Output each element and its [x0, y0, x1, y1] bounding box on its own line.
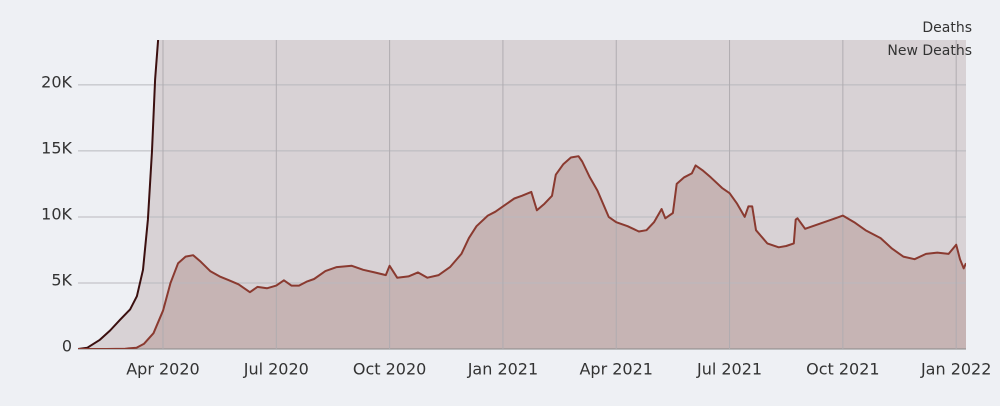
- plot-lines: [78, 40, 966, 349]
- x-tick-label: Oct 2021: [806, 360, 879, 379]
- x-tick-label: Apr 2020: [126, 360, 199, 379]
- y-tick-label: 15K: [41, 138, 72, 157]
- x-tick-label: Apr 2021: [579, 360, 652, 379]
- plot-area: [78, 40, 966, 349]
- grid: [78, 40, 966, 350]
- x-tick-label: Jan 2021: [467, 360, 538, 379]
- legend-entry: New Deaths: [887, 43, 972, 59]
- series-line: [78, 155, 966, 349]
- series-area: [78, 156, 966, 349]
- x-tick-label: Jan 2022: [920, 360, 991, 379]
- y-tick-label: 5K: [51, 270, 72, 289]
- labels: 0 5K 10K 15K 20K Apr 2020 Jul 2020 Oct 2020 Jan …: [41, 20, 991, 379]
- x-tick-label: Oct 2020: [353, 360, 426, 379]
- x-tick-label: Jul 2020: [243, 360, 309, 379]
- y-tick-label: 10K: [41, 204, 72, 223]
- y-tick-label: 0: [62, 337, 72, 356]
- series-line: [78, 40, 160, 349]
- legend-entry: Deaths: [922, 20, 972, 36]
- y-tick-label: 20K: [41, 72, 72, 91]
- x-tick-label: Jul 2021: [696, 360, 762, 379]
